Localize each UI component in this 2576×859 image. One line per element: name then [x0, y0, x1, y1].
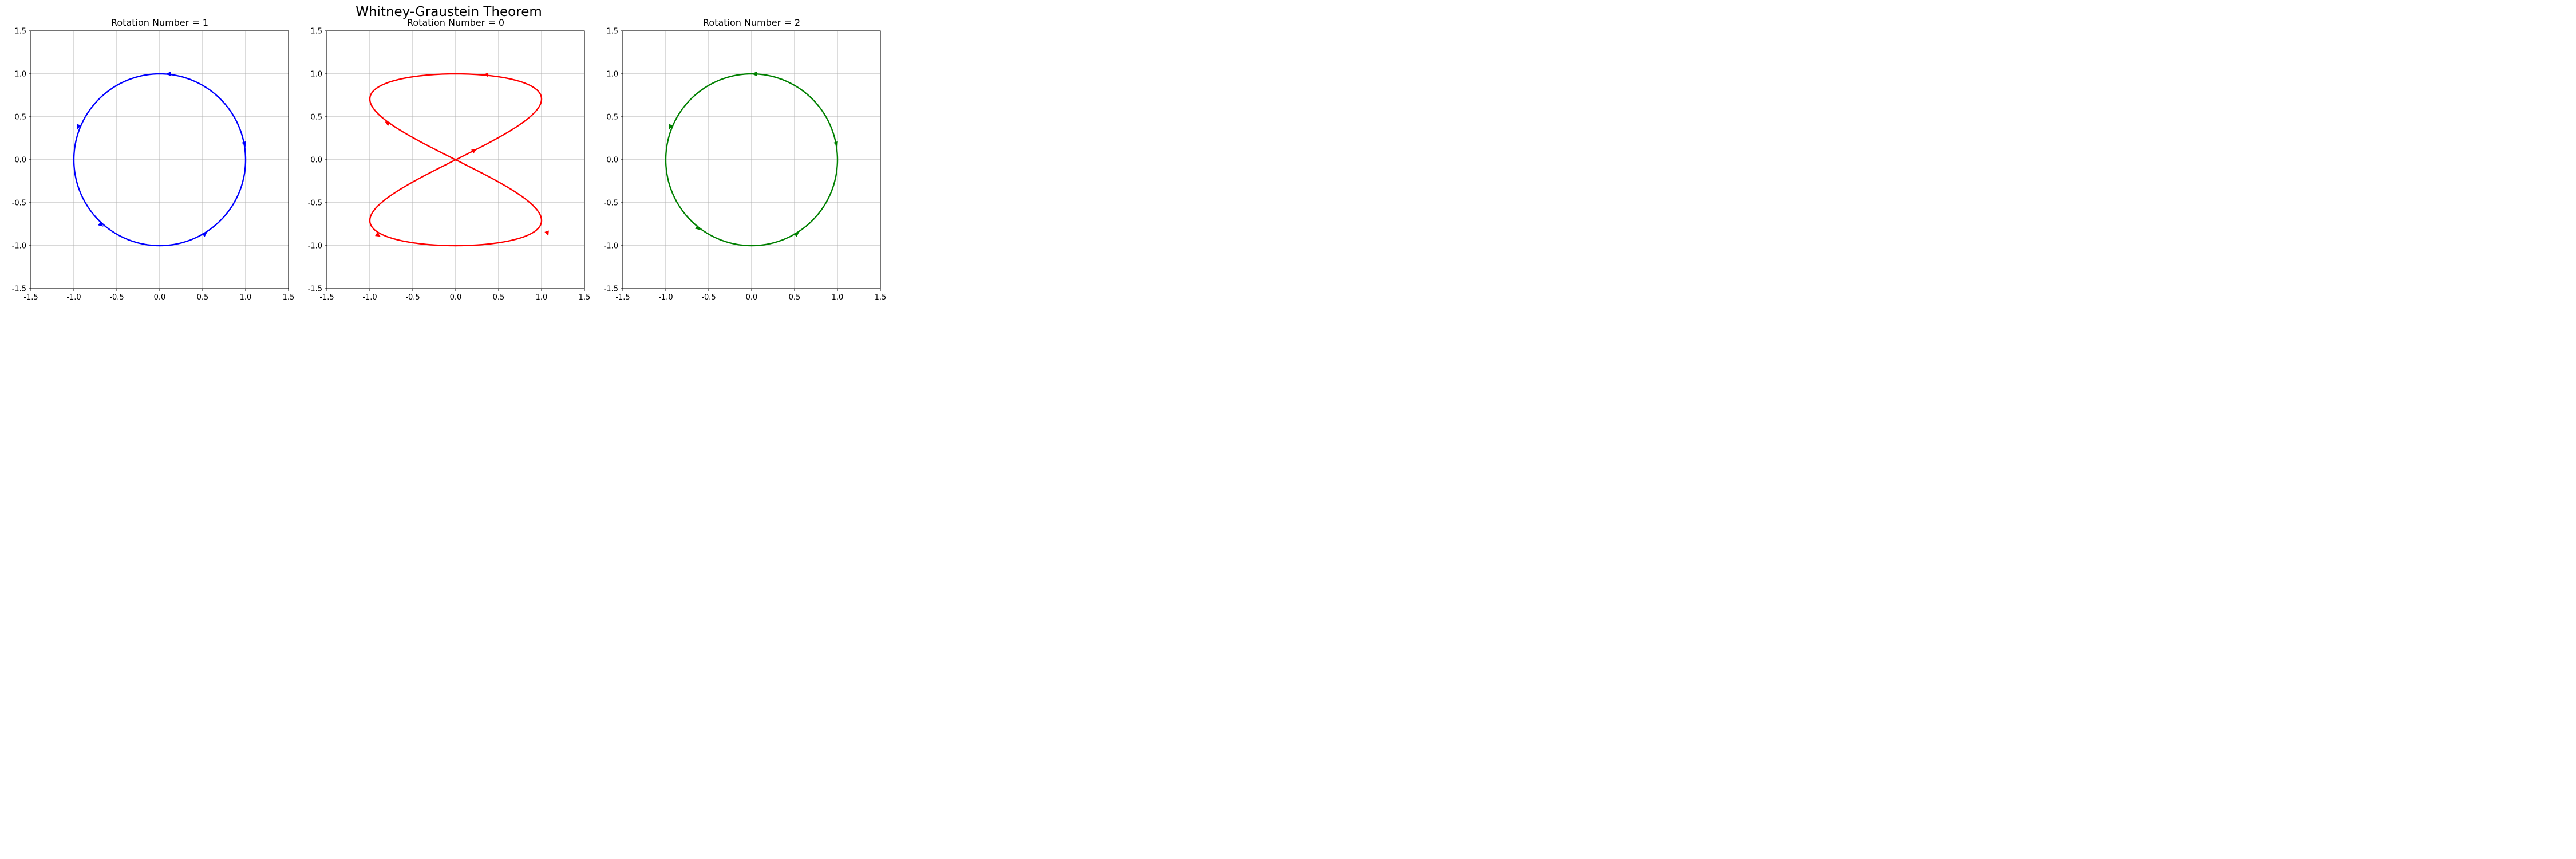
x-tick-label: -1.5 [23, 293, 38, 300]
subplot-title: Rotation Number = 2 [703, 17, 800, 28]
x-tick-label: 1.0 [832, 293, 844, 300]
y-tick-label: -1.0 [604, 242, 618, 251]
curve-line [369, 73, 543, 247]
subplot-2: Rotation Number = 0 -1.5 -1.0 -0.5 0.0 0.5 1.0… [308, 17, 591, 300]
x-tick-label: -0.5 [109, 293, 124, 300]
axes-frame [30, 30, 289, 289]
axes-frame [622, 30, 881, 289]
x-tick-label: 0.5 [493, 293, 505, 300]
x-tick-label: -0.5 [701, 293, 716, 300]
grid [30, 30, 289, 289]
y-tick-label: 1.0 [310, 70, 322, 79]
y-tick-label: 1.0 [606, 70, 618, 79]
direction-arrow [483, 72, 488, 77]
y-tick-label: 0.5 [310, 113, 322, 122]
direction-arrow [471, 149, 477, 154]
grid [622, 30, 881, 289]
x-tick-label: 1.5 [579, 293, 591, 300]
y-tick-label: -0.5 [604, 199, 618, 208]
x-tick-label: -1.0 [66, 293, 81, 300]
y-tick-label: -1.0 [12, 242, 26, 251]
y-tick-label: -1.5 [308, 285, 322, 294]
direction-arrow [165, 72, 171, 76]
y-tick-label: -1.0 [308, 242, 322, 251]
y-tick-label: -0.5 [12, 199, 26, 208]
y-tick-label: 1.0 [14, 70, 26, 79]
direction-arrow [375, 232, 381, 237]
direction-arrow [793, 232, 800, 237]
x-tick-label: 1.5 [283, 293, 295, 300]
x-tick-label: 0.5 [197, 293, 209, 300]
axes-frame [326, 30, 585, 289]
y-tick-label: 0.0 [14, 156, 26, 165]
x-tick-label: 1.0 [240, 293, 252, 300]
subplot-1: Rotation Number = 1 -1.5 -1.0 -0.5 0.0 0.5 1.0… [12, 17, 295, 300]
x-tick-label: -1.0 [362, 293, 377, 300]
subplot-title: Rotation Number = 0 [407, 17, 504, 28]
subplots: Rotation Number = 1 -1.5 -1.0 -0.5 0.0 0.5 1.0… [12, 17, 887, 300]
direction-arrow [202, 232, 208, 237]
direction-arrow [669, 124, 673, 130]
x-tick-label: 0.0 [450, 293, 462, 300]
direction-arrow [242, 141, 246, 147]
x-tick-label: 0.5 [789, 293, 801, 300]
y-tick-label: -0.5 [308, 199, 322, 208]
direction-arrow [97, 222, 104, 227]
y-tick-label: 1.5 [14, 27, 26, 36]
y-tick-label: 0.0 [606, 156, 618, 165]
x-tick-label: -1.0 [658, 293, 673, 300]
direction-arrow [833, 141, 838, 147]
subplot-title: Rotation Number = 1 [111, 17, 208, 28]
direction-arrow [385, 121, 390, 127]
subplot-3: Rotation Number = 2 -1.5 -1.0 -0.5 0.0 0.5 1.0… [604, 17, 887, 300]
y-tick-label: 0.5 [14, 113, 26, 122]
x-tick-label: -0.5 [405, 293, 420, 300]
y-tick-label: -1.5 [604, 285, 618, 294]
direction-arrow [694, 225, 701, 230]
x-tick-label: 1.5 [875, 293, 887, 300]
y-tick-label: -1.5 [12, 285, 26, 294]
direction-arrow [77, 124, 81, 130]
direction-arrow [752, 72, 757, 76]
x-tick-label: -1.5 [615, 293, 630, 300]
x-tick-label: -1.5 [319, 293, 334, 300]
x-tick-label: 1.0 [536, 293, 548, 300]
figure: Whitney-Graustein Theorem Rotation Numbe… [12, 5, 887, 300]
figure-title: Whitney-Graustein Theorem [355, 5, 542, 19]
y-tick-label: 0.0 [310, 156, 322, 165]
x-tick-label: 0.0 [154, 293, 166, 300]
y-tick-label: 0.5 [606, 113, 618, 122]
x-tick-label: 0.0 [746, 293, 758, 300]
direction-arrow [544, 230, 549, 237]
y-tick-label: 1.5 [606, 27, 618, 36]
y-tick-label: 1.5 [310, 27, 322, 36]
